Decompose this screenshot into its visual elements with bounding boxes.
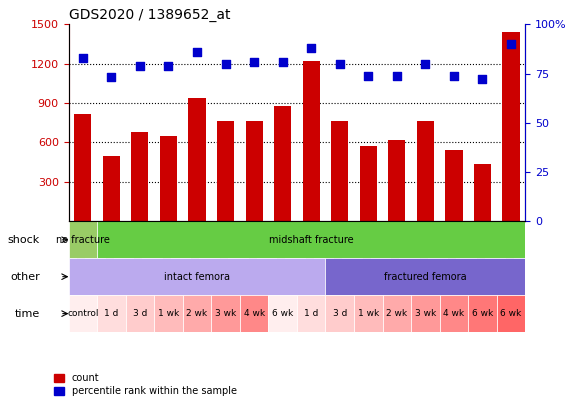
Text: 6 wk: 6 wk xyxy=(472,309,493,318)
Bar xyxy=(183,295,211,332)
Text: 1 wk: 1 wk xyxy=(357,309,379,318)
Bar xyxy=(69,295,97,332)
Point xyxy=(107,74,116,81)
Text: 2 wk: 2 wk xyxy=(387,309,407,318)
Text: 4 wk: 4 wk xyxy=(444,309,464,318)
Bar xyxy=(97,295,126,332)
Bar xyxy=(474,164,491,221)
Bar xyxy=(217,122,234,221)
Bar xyxy=(97,221,525,258)
Text: 1 d: 1 d xyxy=(304,309,319,318)
Point xyxy=(506,41,516,47)
Point xyxy=(250,58,259,65)
Text: 3 d: 3 d xyxy=(332,309,347,318)
Text: 3 wk: 3 wk xyxy=(215,309,236,318)
Bar xyxy=(354,295,383,332)
Text: control: control xyxy=(67,309,99,318)
Bar xyxy=(154,295,183,332)
Bar xyxy=(240,295,268,332)
Bar xyxy=(188,98,206,221)
Bar xyxy=(131,132,148,221)
Bar xyxy=(445,150,463,221)
Point xyxy=(78,55,87,61)
Bar xyxy=(383,295,411,332)
Text: time: time xyxy=(15,309,40,319)
Text: shock: shock xyxy=(8,235,40,245)
Bar xyxy=(325,258,525,295)
Text: 3 d: 3 d xyxy=(132,309,147,318)
Text: intact femora: intact femora xyxy=(164,272,230,282)
Text: 1 wk: 1 wk xyxy=(158,309,179,318)
Bar xyxy=(274,106,291,221)
Bar xyxy=(126,295,154,332)
Text: 2 wk: 2 wk xyxy=(187,309,207,318)
Legend: count, percentile rank within the sample: count, percentile rank within the sample xyxy=(51,369,241,400)
Bar xyxy=(325,295,354,332)
Bar xyxy=(103,156,120,221)
Text: 3 wk: 3 wk xyxy=(415,309,436,318)
Text: no fracture: no fracture xyxy=(56,235,110,245)
Point xyxy=(478,76,487,83)
Bar xyxy=(417,122,434,221)
Point xyxy=(192,49,202,55)
Point xyxy=(278,58,287,65)
Bar xyxy=(411,295,440,332)
Text: fractured femora: fractured femora xyxy=(384,272,467,282)
Bar xyxy=(160,136,177,221)
Bar xyxy=(440,295,468,332)
Bar xyxy=(388,140,405,221)
Bar xyxy=(502,32,520,221)
Bar xyxy=(297,295,325,332)
Bar xyxy=(331,122,348,221)
Point xyxy=(335,60,344,67)
Point xyxy=(364,72,373,79)
Bar xyxy=(268,295,297,332)
Bar xyxy=(74,114,91,221)
Text: other: other xyxy=(10,272,40,282)
Point xyxy=(392,72,401,79)
Bar xyxy=(211,295,240,332)
Bar xyxy=(497,295,525,332)
Text: 6 wk: 6 wk xyxy=(500,309,522,318)
Point xyxy=(135,62,144,69)
Point xyxy=(164,62,173,69)
Bar xyxy=(69,221,97,258)
Bar xyxy=(468,295,497,332)
Text: 1 d: 1 d xyxy=(104,309,119,318)
Text: 6 wk: 6 wk xyxy=(272,309,293,318)
Bar xyxy=(360,147,377,221)
Point xyxy=(307,45,316,51)
Point xyxy=(449,72,459,79)
Bar xyxy=(246,122,263,221)
Point xyxy=(421,60,430,67)
Text: 4 wk: 4 wk xyxy=(244,309,264,318)
Text: midshaft fracture: midshaft fracture xyxy=(269,235,353,245)
Bar xyxy=(69,258,325,295)
Text: GDS2020 / 1389652_at: GDS2020 / 1389652_at xyxy=(69,8,230,22)
Point xyxy=(221,60,230,67)
Bar xyxy=(303,61,320,221)
